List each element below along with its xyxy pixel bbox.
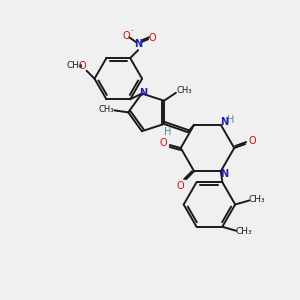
Text: ⁻: ⁻ bbox=[129, 29, 133, 35]
Text: CH₃: CH₃ bbox=[99, 105, 114, 114]
Text: O: O bbox=[248, 136, 256, 146]
Text: N: N bbox=[220, 117, 228, 127]
Text: N: N bbox=[139, 88, 147, 98]
Text: O: O bbox=[79, 61, 86, 71]
Text: N: N bbox=[134, 39, 142, 49]
Text: N: N bbox=[220, 169, 228, 179]
Text: O: O bbox=[148, 33, 156, 43]
Text: CH₃: CH₃ bbox=[66, 61, 83, 70]
Text: O: O bbox=[122, 31, 130, 41]
Text: O: O bbox=[159, 138, 167, 148]
Text: CH₃: CH₃ bbox=[249, 195, 265, 204]
Text: CH₃: CH₃ bbox=[236, 227, 252, 236]
Text: H: H bbox=[227, 115, 234, 125]
Text: CH₃: CH₃ bbox=[176, 86, 192, 95]
Text: O: O bbox=[176, 181, 184, 191]
Text: H: H bbox=[164, 127, 172, 137]
Text: ⁺: ⁺ bbox=[141, 40, 145, 46]
